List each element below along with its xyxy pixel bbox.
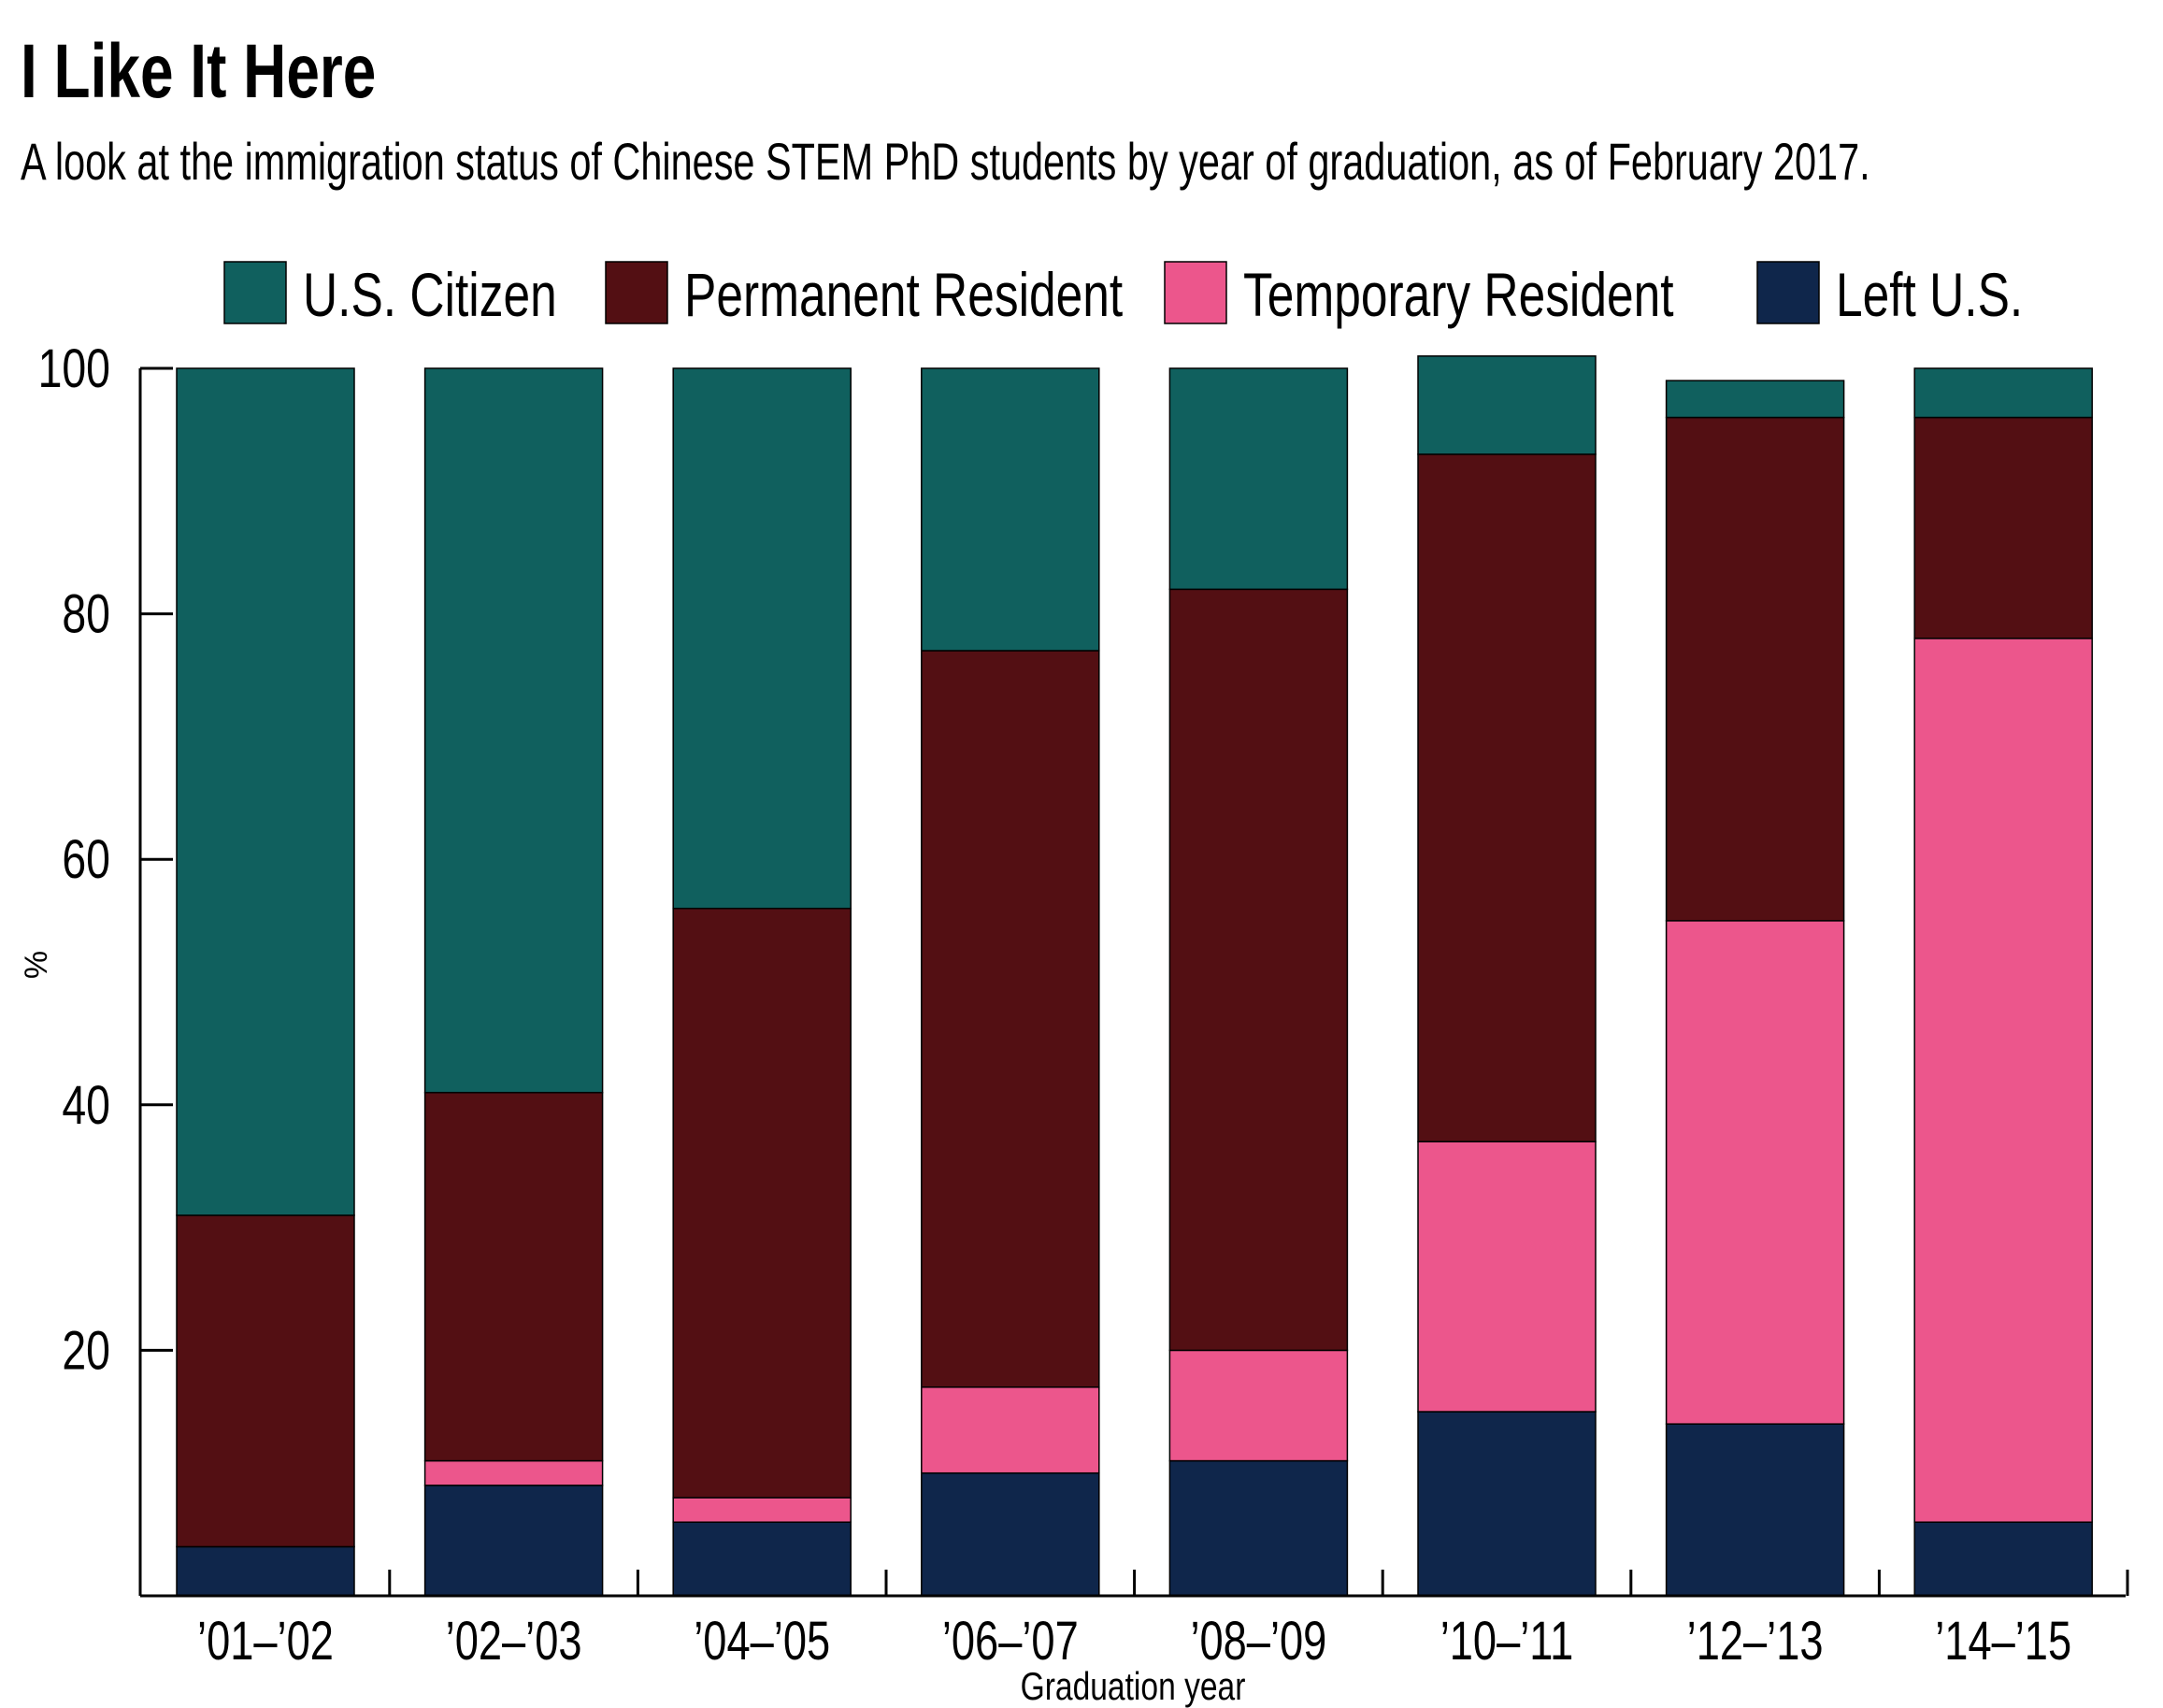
x-tick-label: ’08–’09 xyxy=(1190,1612,1326,1672)
bar-segment-permanent-resident-6 xyxy=(1665,416,1845,922)
y-tick-label: 60 xyxy=(62,829,110,890)
x-tick-label: ’04–’05 xyxy=(694,1612,830,1672)
bar-segment-left-u-s--0 xyxy=(176,1545,355,1597)
bar-segment-temporary-resident-6 xyxy=(1665,920,1845,1425)
chart-title: I Like It Here xyxy=(21,29,377,114)
bar-segment-left-u-s--4 xyxy=(1168,1459,1349,1597)
bar-segment-left-u-s--1 xyxy=(423,1485,604,1597)
bar-segment-temporary-resident-5 xyxy=(1417,1141,1597,1413)
x-tick-label: ’12–’13 xyxy=(1687,1612,1824,1672)
bar-segment-permanent-resident-7 xyxy=(1913,416,2093,639)
x-tick-label: ’14–’15 xyxy=(1935,1612,2071,1672)
legend-swatch-left-u-s- xyxy=(1756,261,1820,324)
bar-segment-left-u-s--6 xyxy=(1665,1423,1845,1597)
bar-segment-permanent-resident-4 xyxy=(1168,588,1349,1352)
legend-swatch-permanent-resident xyxy=(605,261,668,324)
y-tick-label: 100 xyxy=(38,338,110,399)
x-tick-label: ’06–’07 xyxy=(942,1612,1079,1672)
bar-segment-left-u-s--5 xyxy=(1417,1411,1597,1597)
bar-segment-u-s-citizen-3 xyxy=(921,367,1100,652)
legend-label-temporary-resident: Temporary Resident xyxy=(1243,260,1674,330)
x-tick-label: ’01–’02 xyxy=(197,1612,334,1672)
legend-label-left-u-s-: Left U.S. xyxy=(1836,260,2023,330)
bar-segment-u-s-citizen-2 xyxy=(672,367,852,910)
y-tick-label: 20 xyxy=(62,1320,110,1381)
y-tick-label: 40 xyxy=(62,1075,110,1136)
bar-segment-u-s-citizen-7 xyxy=(1913,367,2093,419)
legend-swatch-temporary-resident xyxy=(1164,261,1227,324)
legend-label-permanent-resident: Permanent Resident xyxy=(684,260,1123,330)
bar-segment-permanent-resident-2 xyxy=(672,907,852,1499)
bar-segment-permanent-resident-3 xyxy=(921,650,1100,1388)
bar-segment-left-u-s--2 xyxy=(672,1521,852,1597)
legend-swatch-u-s-citizen xyxy=(223,261,287,324)
bar-segment-permanent-resident-5 xyxy=(1417,453,1597,1142)
bar-segment-u-s-citizen-6 xyxy=(1665,380,1845,419)
bar-segment-left-u-s--3 xyxy=(921,1471,1100,1597)
bar-segment-permanent-resident-0 xyxy=(176,1214,355,1548)
bar-segment-temporary-resident-1 xyxy=(423,1459,604,1486)
bar-segment-permanent-resident-1 xyxy=(423,1091,604,1462)
bar-segment-temporary-resident-4 xyxy=(1168,1349,1349,1462)
y-tick-label: 80 xyxy=(62,584,110,645)
bar-segment-u-s-citizen-0 xyxy=(176,367,355,1216)
legend-label-u-s-citizen: U.S. Citizen xyxy=(303,260,557,330)
bar-segment-temporary-resident-2 xyxy=(672,1497,852,1523)
chart-subtitle: A look at the immigration status of Chin… xyxy=(21,132,1870,191)
bar-segment-left-u-s--7 xyxy=(1913,1521,2093,1597)
x-tick-label: ’10–’11 xyxy=(1440,1612,1574,1672)
bar-segment-u-s-citizen-5 xyxy=(1417,355,1597,455)
bar-segment-temporary-resident-7 xyxy=(1913,638,2093,1523)
x-axis-label: Graduation year xyxy=(1021,1666,1246,1708)
bar-segment-u-s-citizen-4 xyxy=(1168,367,1349,591)
bar-segment-temporary-resident-3 xyxy=(921,1386,1100,1474)
x-tick-label: ’02–’03 xyxy=(446,1612,582,1672)
bar-segment-u-s-citizen-1 xyxy=(423,367,604,1094)
y-axis-label: % xyxy=(19,951,54,979)
